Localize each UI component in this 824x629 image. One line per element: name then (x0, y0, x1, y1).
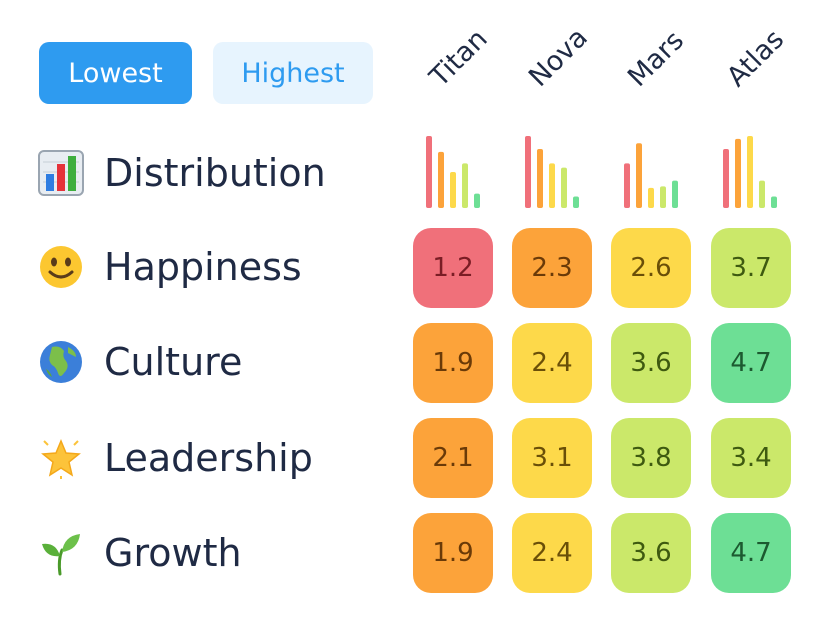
distribution-bar (624, 163, 630, 208)
score-cell[interactable]: 3.4 (711, 418, 791, 498)
row-label-text: Growth (104, 531, 242, 575)
distribution-bar (747, 136, 753, 208)
column-header-nova[interactable]: Nova (523, 22, 594, 93)
smiley-face-icon (40, 246, 82, 288)
score-cell[interactable]: 3.6 (611, 513, 691, 593)
score-cell[interactable]: 2.4 (512, 513, 592, 593)
row-label-leadership: Leadership (38, 433, 313, 483)
column-header-atlas[interactable]: Atlas (721, 23, 791, 93)
row-label-text: Distribution (104, 151, 326, 195)
distribution-bar (561, 167, 567, 208)
distribution-bar (735, 138, 741, 208)
glowing-star-icon (41, 439, 81, 479)
row-label-text: Leadership (104, 436, 313, 480)
score-cell[interactable]: 3.7 (711, 228, 791, 308)
score-cell[interactable]: 2.1 (413, 418, 493, 498)
distribution-bar (525, 136, 531, 208)
distribution-bar (474, 193, 480, 208)
distribution-bar (450, 172, 456, 208)
distribution-bar (648, 187, 654, 208)
distribution-bar (759, 180, 765, 208)
score-cell[interactable]: 1.9 (413, 323, 493, 403)
score-cell[interactable]: 2.4 (512, 323, 592, 403)
distribution-chart-titan (426, 136, 480, 208)
distribution-bar (537, 148, 543, 208)
score-cell[interactable]: 1.2 (413, 228, 493, 308)
score-cell[interactable]: 2.6 (611, 228, 691, 308)
distribution-chart-mars (624, 143, 678, 208)
score-cell[interactable]: 3.8 (611, 418, 691, 498)
bar-chart-icon (38, 150, 84, 196)
row-label-happiness: Happiness (38, 242, 302, 292)
row-label-distribution: Distribution (38, 148, 326, 198)
score-cell[interactable]: 1.9 (413, 513, 493, 593)
distribution-chart-atlas (723, 136, 777, 208)
seedling-icon (42, 534, 80, 576)
lowest-button[interactable]: Lowest (39, 42, 192, 104)
row-label-culture: Culture (38, 337, 242, 387)
score-cell[interactable]: 3.6 (611, 323, 691, 403)
distribution-bar (723, 148, 729, 208)
column-header-mars[interactable]: Mars (622, 25, 690, 93)
distribution-bar (573, 196, 579, 208)
row-label-text: Culture (104, 340, 243, 384)
distribution-bar (660, 186, 666, 208)
score-cell[interactable]: 2.3 (512, 228, 592, 308)
distribution-bar (549, 163, 555, 208)
distribution-bar (426, 136, 432, 208)
score-cell[interactable]: 4.7 (711, 513, 791, 593)
distribution-bar (462, 163, 468, 208)
column-header-titan[interactable]: Titan (424, 23, 494, 93)
highest-button[interactable]: Highest (213, 42, 373, 104)
globe-icon (40, 341, 82, 383)
distribution-chart-nova (525, 136, 579, 208)
row-label-growth: Growth (38, 528, 242, 578)
distribution-bar (438, 151, 444, 208)
score-cell[interactable]: 4.7 (711, 323, 791, 403)
distribution-bar (672, 180, 678, 208)
row-label-text: Happiness (104, 245, 302, 289)
score-cell[interactable]: 3.1 (512, 418, 592, 498)
distribution-bar (636, 143, 642, 208)
distribution-bar (771, 196, 777, 208)
